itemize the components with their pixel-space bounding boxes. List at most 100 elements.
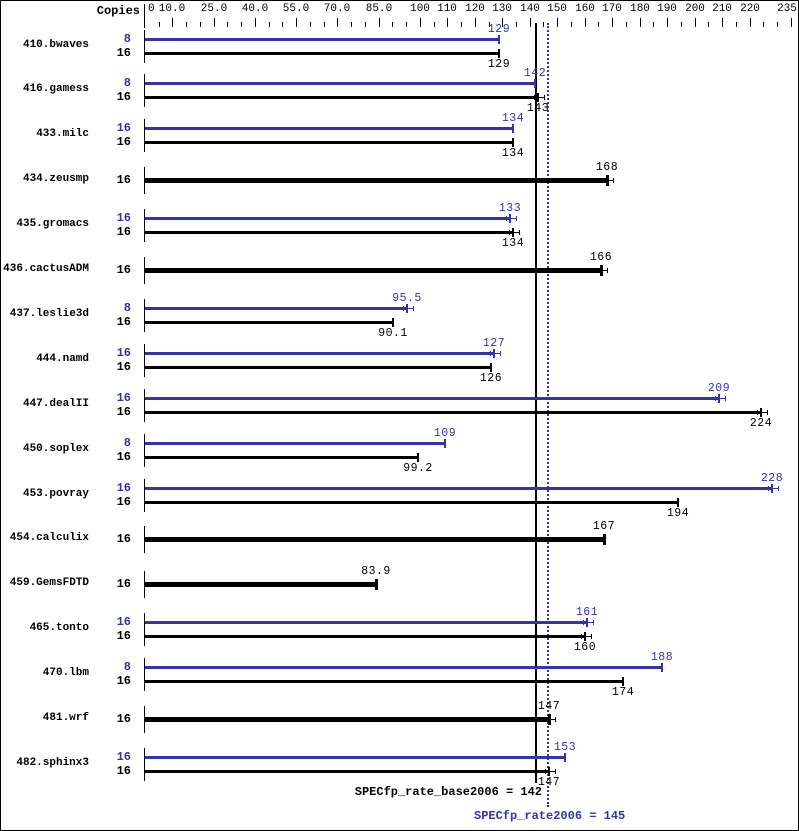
result-bar [145,456,418,459]
result-bar [145,307,407,310]
axis-tick-label: 85.0 [365,3,393,15]
bar-end-cap [661,663,663,672]
result-value-label: 127 [482,337,506,350]
benchmark-label: 434.zeusmp [22,173,89,185]
whisker-line [506,218,517,219]
copies-value: 8 [123,76,131,90]
axis-major-tick [214,18,215,27]
whisker-tick [768,486,769,491]
axis-tick-label: 210 [712,3,732,15]
whisker-line [509,232,520,233]
benchmark-label: 454.calculix [9,532,89,544]
result-bar [145,537,604,542]
result-bar [145,366,491,369]
whisker-tick [519,230,520,235]
axis-major-tick [255,18,256,27]
result-bar [145,82,535,85]
axis-minor-tick [708,22,709,27]
result-bar [145,141,513,144]
axis-tick-label: 220 [740,3,760,15]
copies-value: 16 [116,263,131,277]
axis-tick-label: 140 [520,3,540,15]
whisker-line [768,488,779,489]
axis-major-tick [640,18,641,27]
axis-major-tick [337,18,338,27]
group-axis-line [144,389,145,422]
whisker-tick [545,769,546,774]
copies-value: 16 [116,315,131,329]
axis-minor-tick [626,22,627,27]
base-reference-line [535,23,537,783]
axis-origin-line [144,4,145,28]
whisker-line [715,398,726,399]
result-value-label: 167 [592,520,616,533]
axis-major-tick [612,18,613,27]
result-bar [145,501,678,504]
axis-tick-label: 190 [657,3,677,15]
result-value-label: 134 [501,112,525,125]
whisker-tick [516,216,517,221]
axis-tick-label: 25.0 [200,3,228,15]
axis-minor-tick [282,22,283,27]
benchmark-label: 470.lbm [42,667,89,679]
bar-end-cap [392,318,394,327]
benchmark-label: 410.bwaves [22,39,89,51]
axis-major-tick [447,18,448,27]
copies-value: 16 [116,450,131,464]
axis-minor-tick [159,22,160,27]
result-bar [145,717,549,722]
axis-minor-tick [310,22,311,27]
axis-tick-label: 70.0 [323,3,351,15]
whisker-tick [500,351,501,356]
whisker-tick [715,396,716,401]
axis-tick-label: 40.0 [241,3,269,15]
axis-tick-label: 120 [465,3,485,15]
axis-tick-label: 0 [148,3,155,15]
benchmark-label: 437.leslie3d [9,308,89,320]
whisker-tick [555,717,556,722]
copies-value: 16 [116,360,131,374]
peak-reference-line [547,23,549,807]
whisker-tick [778,486,779,491]
result-value-label: 228 [760,472,784,485]
axis-minor-tick [434,22,435,27]
result-value-label: 134 [501,147,525,160]
whisker-line [757,412,768,413]
base-metric-label: SPECfp_rate_base2006 = 142 [354,785,542,799]
copies-header: Copies [96,4,140,18]
result-value-label: 166 [589,251,613,264]
result-value-label: 147 [537,700,561,713]
result-value-label: 126 [479,372,503,385]
benchmark-label: 447.dealII [22,398,89,410]
whisker-tick [555,769,556,774]
whisker-tick [534,95,535,100]
copies-value: 8 [123,301,131,315]
copies-value: 8 [123,436,131,450]
group-axis-line [144,479,145,512]
whisker-tick [509,230,510,235]
axis-minor-tick [461,22,462,27]
result-bar [145,487,772,490]
group-axis-line [144,30,145,63]
axis-tick-label: 55.0 [282,3,310,15]
axis-minor-tick [598,22,599,27]
axis-minor-tick [227,22,228,27]
bar-end-cap [512,138,514,147]
bar-end-cap [375,579,378,590]
axis-tick-label: 150 [547,3,567,15]
axis-minor-tick [516,22,517,27]
whisker-tick [506,216,507,221]
axis-major-tick [172,18,173,27]
whisker-line [490,353,501,354]
group-axis-line [144,571,145,598]
copies-value: 8 [123,32,131,46]
benchmark-label: 433.milc [36,128,89,140]
peak-metric-label: SPECfp_rate2006 = 145 [474,809,626,823]
bar-end-cap [490,363,492,372]
benchmark-label: 481.wrf [42,712,89,724]
result-value-label: 95.5 [392,292,422,305]
axis-tick-label: 110 [437,3,457,15]
result-value-label: 160 [573,641,597,654]
axis-tick-label: 180 [630,3,650,15]
